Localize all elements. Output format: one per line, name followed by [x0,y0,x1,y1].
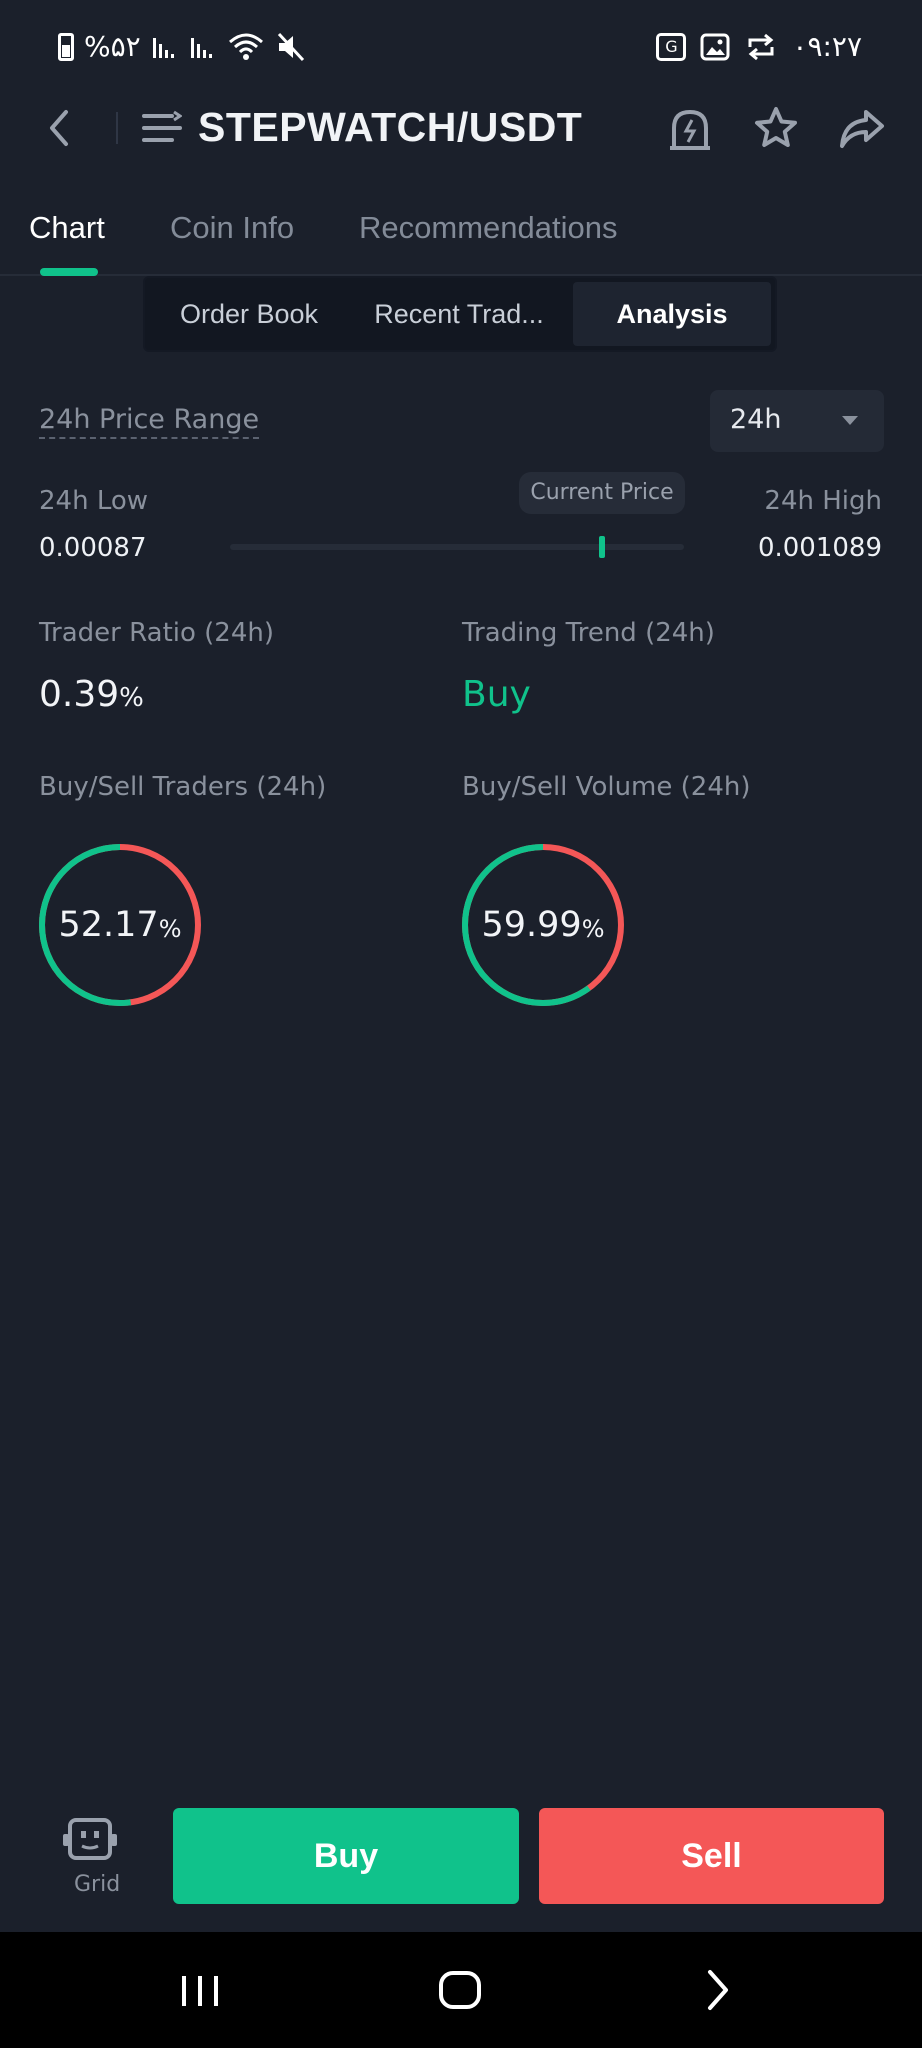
subtab-recent-trades[interactable]: Recent Trad... [374,299,544,329]
grid-bot-icon [63,1818,117,1860]
price-alert-icon[interactable] [666,104,714,152]
recent-apps-icon[interactable] [170,1960,230,2020]
traders-donut-label: 52.17% [37,842,203,1008]
volume-donut-unit: % [581,915,605,943]
caret-down-icon [842,416,858,425]
battery-percentage: %۵۲ [84,30,141,63]
buy-sell-volume-label: Buy/Sell Volume (24h) [462,772,751,802]
home-icon[interactable] [430,1960,490,2020]
tab-recommendations[interactable]: Recommendations [359,210,618,245]
status-right: G ۰۹:۲۷ [656,30,862,63]
main-tabs: Chart Coin Info Recommendations [0,206,922,276]
tab-coin-info[interactable]: Coin Info [170,210,295,245]
low-label: 24h Low [39,486,149,516]
tab-chart[interactable]: Chart [29,210,105,245]
pair-list-icon[interactable] [142,110,182,146]
period-dropdown[interactable]: 24h [710,390,884,452]
volume-buy-arc [462,844,624,1006]
signal-icon [152,37,174,58]
grid-label: Grid [74,1872,121,1897]
wifi-icon [228,33,263,60]
back-arrow-icon[interactable] [40,104,80,152]
buy-sell-volume-donut: 59.99% [460,842,626,1008]
grid-button[interactable] [62,1818,128,1908]
buy-sell-traders-label: Buy/Sell Traders (24h) [39,772,327,802]
gallery-icon [700,33,730,60]
current-price-badge: Current Price [519,472,685,514]
subtab-analysis[interactable]: Analysis [573,282,771,346]
trading-trend-value: Buy [462,674,531,715]
share-icon[interactable] [838,104,886,152]
volume-donut-label: 59.99% [460,842,626,1008]
traders-donut-unit: % [158,915,182,943]
favorite-star-icon[interactable] [752,104,800,152]
high-label: 24h High [764,486,882,516]
status-bar: %۵۲ G ۰۹:۲۷ [0,0,922,100]
trading-trend-label: Trading Trend (24h) [462,618,715,648]
low-value: 0.00087 [39,533,147,563]
price-range-track [230,544,684,550]
current-price-marker [599,536,606,558]
signal-icon-2 [190,37,212,58]
high-value: 0.001089 [757,533,882,563]
trader-ratio-value: 0.39% [39,674,144,715]
volume-donut-chart [462,844,624,1006]
price-range-label[interactable]: 24h Price Range [39,404,260,439]
header-divider [116,112,118,144]
buy-button[interactable]: Buy [173,1808,519,1904]
system-navigation-bar [0,1932,922,2048]
volume-donut-value: 59.99 [481,905,582,945]
status-time: ۰۹:۲۷ [792,30,862,63]
sell-button[interactable]: Sell [539,1808,884,1904]
translate-icon: G [656,32,687,61]
active-tab-indicator [40,268,98,276]
trader-ratio-unit: % [119,683,144,713]
traders-donut-chart [39,844,201,1006]
traders-buy-arc [39,844,201,1006]
subtab-order-book[interactable]: Order Book [179,299,319,329]
mute-icon [277,32,304,61]
buy-sell-traders-donut: 52.17% [37,842,203,1008]
trader-ratio-number: 0.39 [39,674,120,715]
back-nav-icon[interactable] [688,1960,748,2020]
traders-donut-value: 52.17 [58,905,159,945]
trader-ratio-label: Trader Ratio (24h) [39,618,275,648]
sync-icon [748,33,774,60]
pair-title[interactable]: STEPWATCH/USDT [198,104,583,150]
sub-tabs: Order Book Recent Trad... Analysis [143,276,777,352]
battery-icon [58,32,74,61]
status-left: %۵۲ [58,30,307,63]
period-dropdown-value: 24h [730,404,782,435]
